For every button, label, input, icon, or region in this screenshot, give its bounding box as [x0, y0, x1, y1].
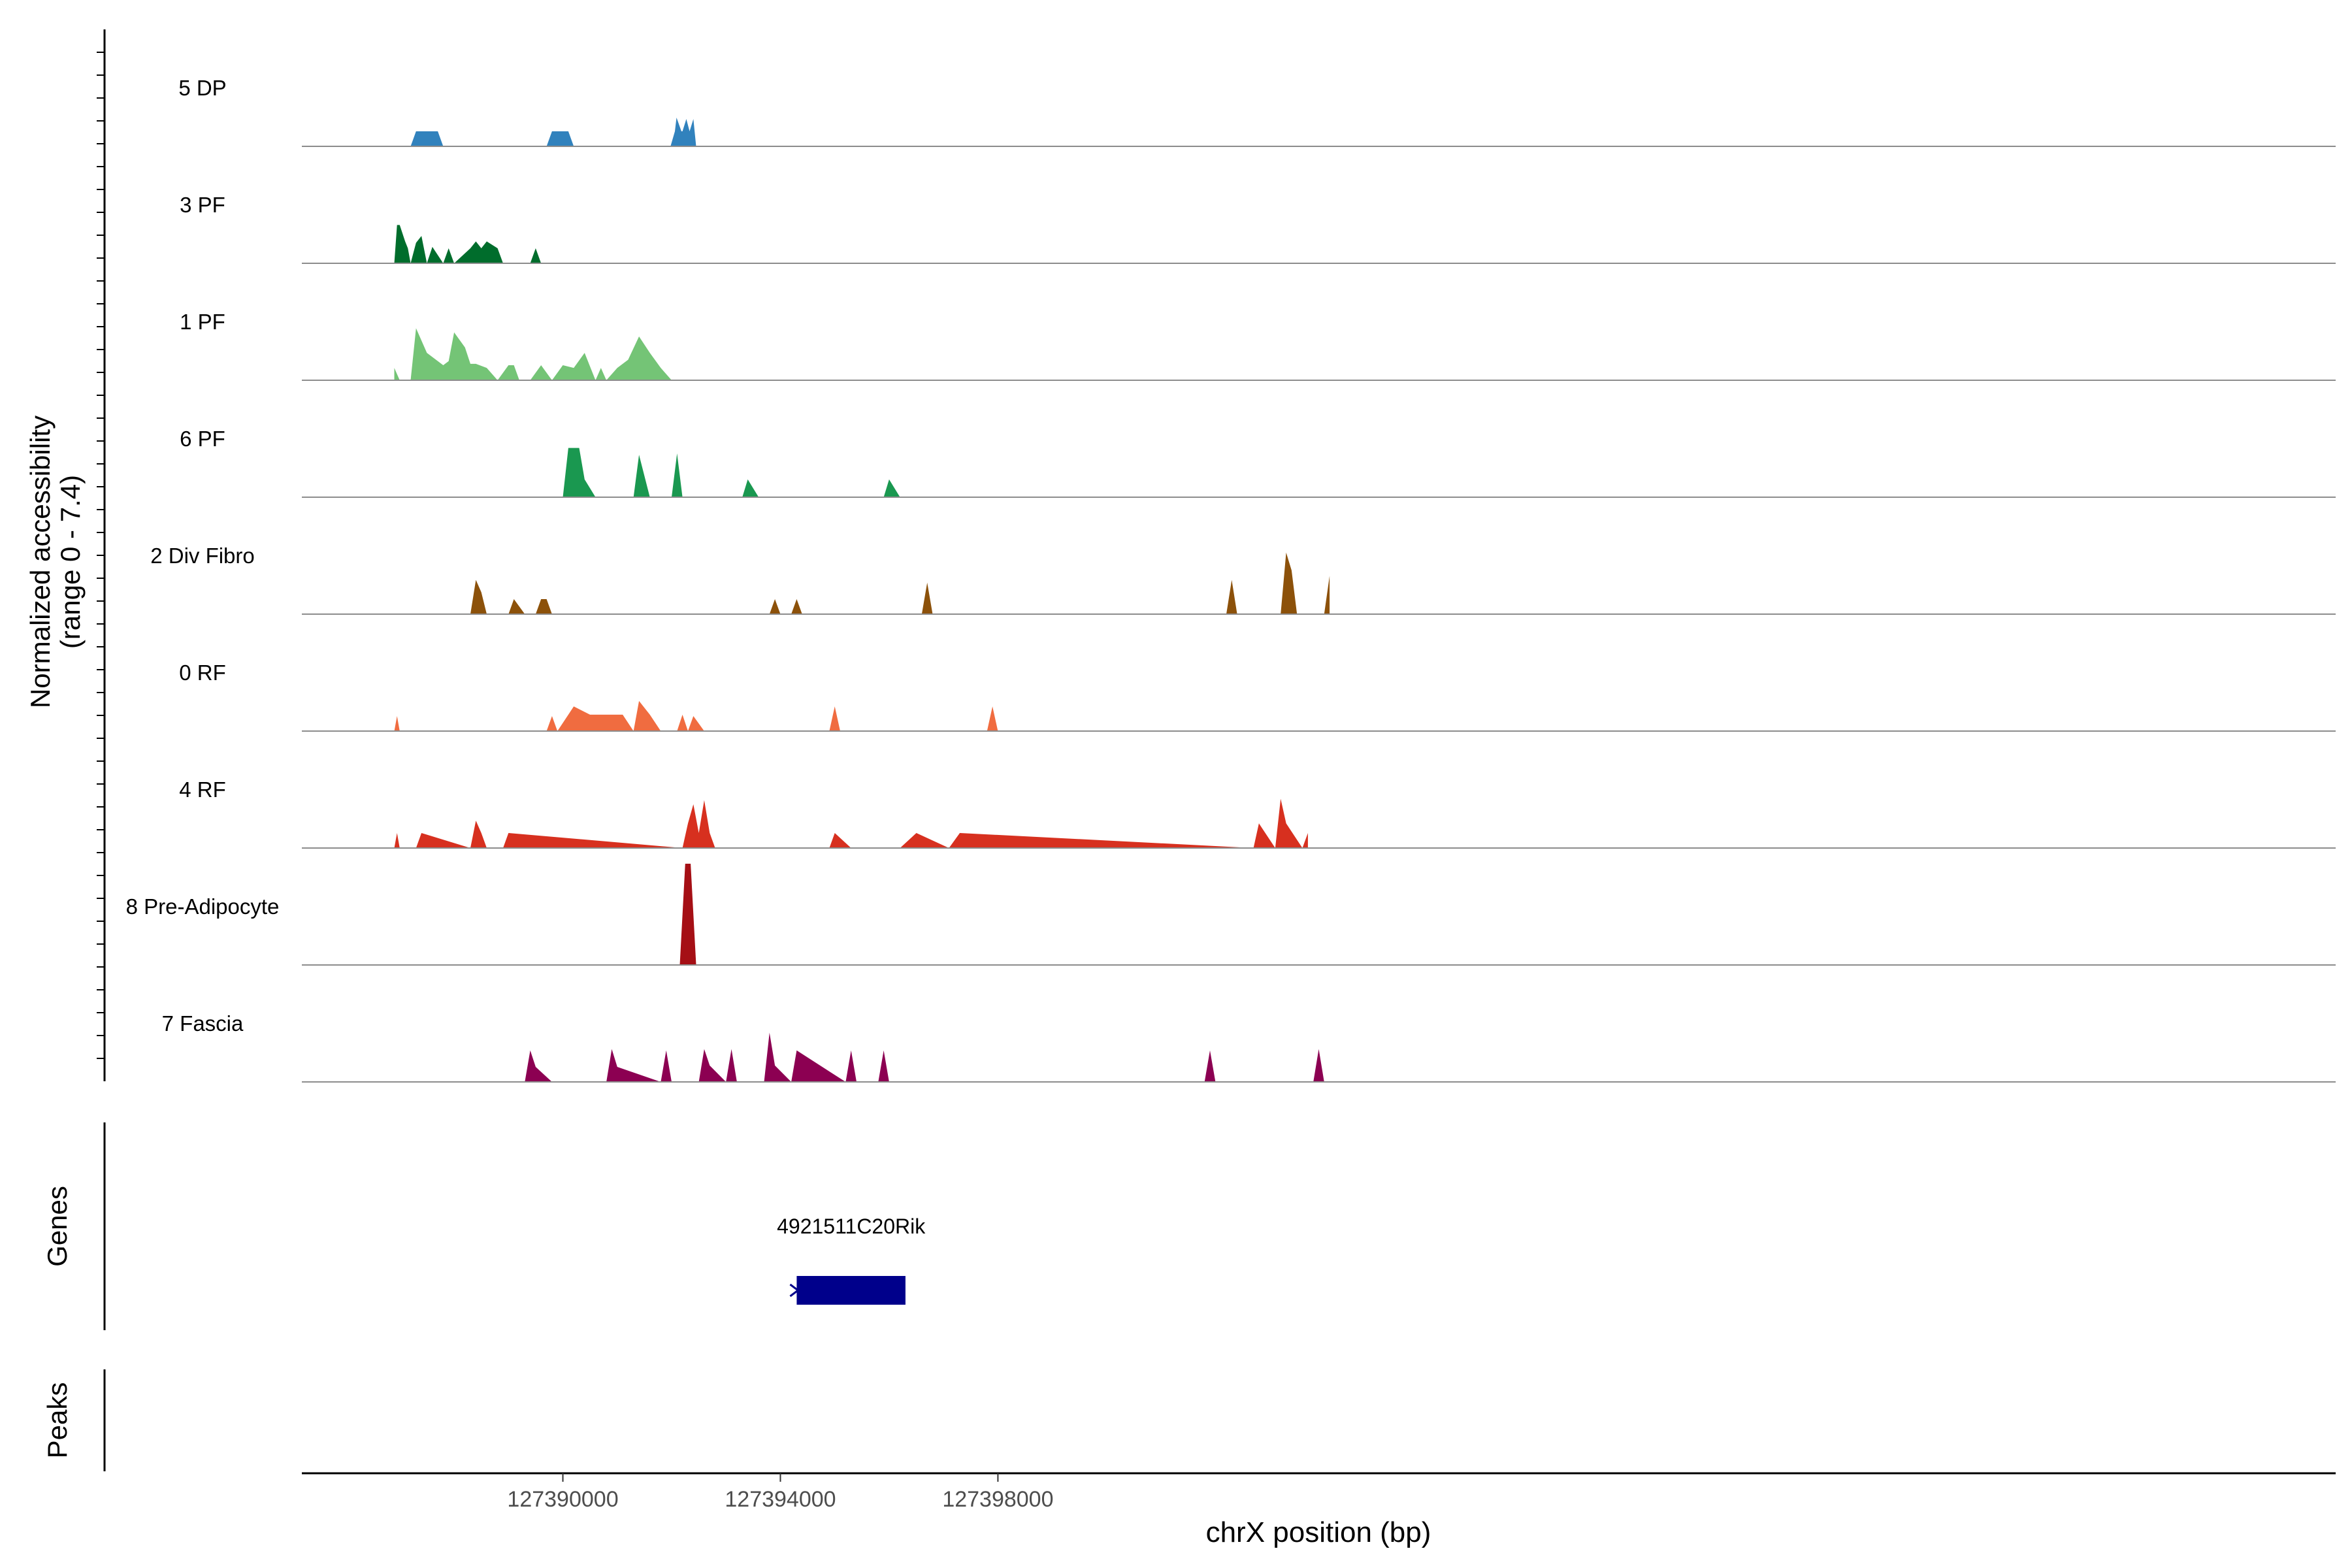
track-label: 4 RF	[179, 777, 226, 802]
track-8-pre-adipocyte: 8 Pre-Adipocyte	[126, 864, 2336, 966]
track-label: 7 Fascia	[162, 1011, 244, 1036]
track-3-pf: 3 PF	[180, 193, 2336, 264]
track-2-div-fibro: 2 Div Fibro	[150, 544, 2336, 615]
track-7-fascia: 7 Fascia	[162, 1011, 2336, 1083]
track-label: 6 PF	[180, 427, 225, 451]
gene-body	[796, 1276, 906, 1305]
coverage-area-5-dp	[410, 118, 696, 146]
genes-axis-label: Genes	[42, 1186, 73, 1267]
coverage-area-1-pf	[394, 328, 889, 380]
peaks-axis-label: Peaks	[42, 1382, 73, 1459]
x-axis-label: chrX position (bp)	[1206, 1516, 1431, 1548]
coverage-area-4-rf	[394, 798, 1308, 848]
x-tick-label: 127390000	[507, 1487, 618, 1512]
coverage-area-6-pf	[563, 448, 1270, 497]
x-tick-label: 127394000	[725, 1487, 836, 1512]
y-axis-ticks	[97, 52, 105, 1059]
track-label: 3 PF	[180, 193, 225, 217]
track-label: 5 DP	[178, 76, 226, 100]
coverage-tracks: 5 DP 3 PF 1 PF 6 PF 2 Div Fibro 0 RF 4 RF 8 Pre…	[126, 76, 2336, 1083]
track-6-pf: 6 PF	[180, 427, 2336, 498]
track-1-pf: 1 PF	[180, 310, 2336, 381]
track-0-rf: 0 RF	[179, 661, 2336, 732]
strand-arrow-icon	[789, 1283, 800, 1298]
y-axis-label-line1: Normalized accessibility	[25, 416, 56, 708]
track-label: 2 Div Fibro	[150, 544, 255, 568]
coverage-area-0-rf	[394, 700, 1324, 731]
coverage-area-7-fascia	[525, 1032, 1324, 1082]
coverage-area-2-div-fibro	[470, 552, 1330, 614]
y-axis-label-line2: (range 0 - 7.4)	[55, 475, 86, 649]
x-axis-ticks: 127390000 127394000 127398000	[507, 1473, 1054, 1512]
track-5-dp: 5 DP	[178, 76, 2336, 147]
track-label: 8 Pre-Adipocyte	[126, 894, 280, 919]
track-4-rf: 4 RF	[179, 777, 2336, 849]
gene-track: 4921511C20Rik	[777, 1215, 926, 1305]
x-tick-label: 127398000	[942, 1487, 1053, 1512]
track-label: 1 PF	[180, 310, 225, 334]
coverage-area-3-pf	[394, 225, 944, 263]
coverage-area-8-pre-adipocyte	[679, 864, 696, 965]
track-label: 0 RF	[179, 661, 226, 685]
gene-label: 4921511C20Rik	[777, 1215, 926, 1238]
